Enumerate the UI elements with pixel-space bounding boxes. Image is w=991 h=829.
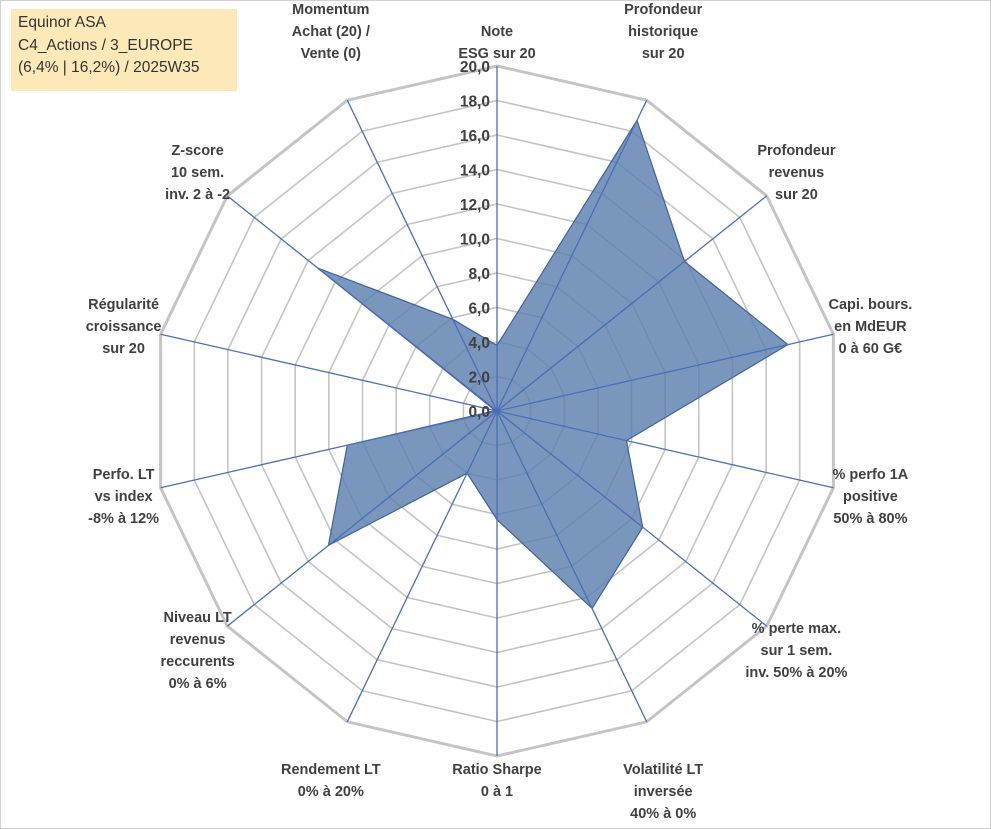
tick-labels: 0,0 2,0 4,0 6,0 8,0 10,0 12,0 14,0 16,0 18,0 20,0: [460, 59, 490, 421]
axis-label-line: Z-score: [171, 143, 223, 159]
axis-label: Momentum Achat (20) / Vente (0): [292, 2, 370, 62]
axis-label-line: inv. 50% à 20%: [745, 665, 847, 681]
axis-spoke: [346, 99, 498, 412]
axis-label-line: Niveau LT: [163, 610, 231, 626]
tick-label: 18,0: [460, 94, 490, 111]
tick-label: 20,0: [460, 59, 490, 76]
tick-label: 0,0: [468, 404, 490, 421]
axis-label-line: 0 à 1: [481, 784, 513, 800]
axis-spoke: [226, 195, 498, 412]
category-label: C4_Actions / 3_EUROPE: [18, 36, 193, 54]
axis-label: % perfo 1A positive 50% à 80%: [833, 467, 909, 527]
axis-label: Profondeur revenus sur 20: [757, 143, 835, 203]
axis-label: Ratio Sharpe 0 à 1: [452, 762, 541, 800]
series-area: [317, 119, 789, 610]
tick-label: 10,0: [460, 232, 490, 249]
axis-label: Régularité croissance sur 20: [86, 297, 162, 357]
axis-label-line: revenus: [170, 632, 226, 648]
axis-label-line: positive: [843, 489, 898, 505]
axis-label-line: sur 20: [642, 46, 685, 62]
axis-spoke: [496, 410, 768, 627]
axis-label-line: en MdEUR: [834, 319, 907, 335]
series-polygon: [317, 119, 789, 610]
axis-label: Profondeur historique sur 20: [624, 2, 702, 62]
axis-label-line: -8% à 12%: [88, 511, 159, 527]
company-name: Equinor ASA: [18, 14, 106, 31]
axis-spoke: [496, 99, 648, 412]
axis-label: Niveau LT revenus reccurents 0% à 6%: [161, 610, 235, 692]
axis-spoke: [496, 410, 834, 489]
axis-label-line: Rendement LT: [281, 762, 381, 778]
tick-label: 6,0: [468, 301, 490, 318]
axis-label-line: ESG sur 20: [458, 46, 535, 62]
tick-label: 16,0: [460, 128, 490, 145]
axis-label-line: sur 20: [775, 187, 818, 203]
axis-label-line: 10 sem.: [171, 165, 224, 181]
axis-label-line: Capi. bours.: [829, 297, 913, 313]
axis-label-line: 0% à 6%: [169, 676, 227, 692]
axis-label: Capi. bours. en MdEUR 0 à 60 G€: [829, 297, 913, 357]
axis-label-line: sur 1 sem.: [761, 643, 833, 659]
axis-label-line: croissance: [86, 319, 162, 335]
axis-label: Rendement LT 0% à 20%: [281, 762, 381, 800]
axis-label-line: Ratio Sharpe: [452, 762, 541, 778]
info-box: Equinor ASA C4_Actions / 3_EUROPE (6,4% …: [11, 9, 237, 91]
period-label: (6,4% | 16,2%) / 2025W35: [18, 59, 200, 76]
axis-label-line: Profondeur: [757, 143, 835, 159]
tick-label: 14,0: [460, 163, 490, 180]
axis-spoke: [346, 410, 498, 723]
tick-label: 8,0: [468, 266, 490, 283]
axis-spoke: [496, 410, 648, 723]
axis-label-line: historique: [628, 24, 698, 40]
axis-label-line: inv. 2 à -2: [165, 187, 230, 203]
axis-label-line: Régularité: [88, 297, 159, 313]
axis-spoke: [226, 410, 498, 627]
axis-label-line: reccurents: [161, 654, 235, 670]
tick-label: 12,0: [460, 197, 490, 214]
axis-label: Volatilité LT inversée 40% à 0%: [623, 762, 703, 822]
axis-label: Z-score 10 sem. inv. 2 à -2: [165, 143, 230, 203]
axis-label: Perfo. LT vs index -8% à 12%: [88, 467, 159, 527]
axis-label-line: Note: [481, 24, 513, 40]
axis-label: Note ESG sur 20: [458, 24, 535, 62]
tick-label: 4,0: [468, 335, 490, 352]
axis-label-line: vs index: [95, 489, 153, 505]
axis-label-line: sur 20: [102, 341, 145, 357]
axis-labels: Note ESG sur 20 Profondeur historique sur 20…: [86, 2, 913, 822]
axis-spoke: [496, 333, 834, 412]
axis-label: % perte max. sur 1 sem. inv. 50% à 20%: [745, 621, 847, 681]
tick-label: 2,0: [468, 370, 490, 387]
axis-label-line: Perfo. LT: [93, 467, 155, 483]
axis-label-line: 0 à 60 G€: [839, 341, 903, 357]
axis-spoke: [496, 195, 768, 412]
axis-spoke: [160, 333, 498, 412]
axis-label-line: Momentum: [292, 2, 369, 18]
axis-label-line: Vente (0): [301, 46, 362, 62]
axis-label-line: 50% à 80%: [833, 511, 907, 527]
axis-spoke: [160, 410, 498, 489]
axis-spokes: [160, 66, 834, 756]
axis-label-line: 0% à 20%: [298, 784, 364, 800]
axis-label-line: Profondeur: [624, 2, 702, 18]
axis-label-line: 40% à 0%: [630, 806, 696, 822]
axis-label-line: inversée: [634, 784, 693, 800]
axis-label-line: % perte max.: [752, 621, 841, 637]
axis-label-line: Volatilité LT: [623, 762, 703, 778]
axis-label-line: % perfo 1A: [833, 467, 909, 483]
axis-label-line: revenus: [769, 165, 825, 181]
axis-label-line: Achat (20) /: [292, 24, 370, 40]
